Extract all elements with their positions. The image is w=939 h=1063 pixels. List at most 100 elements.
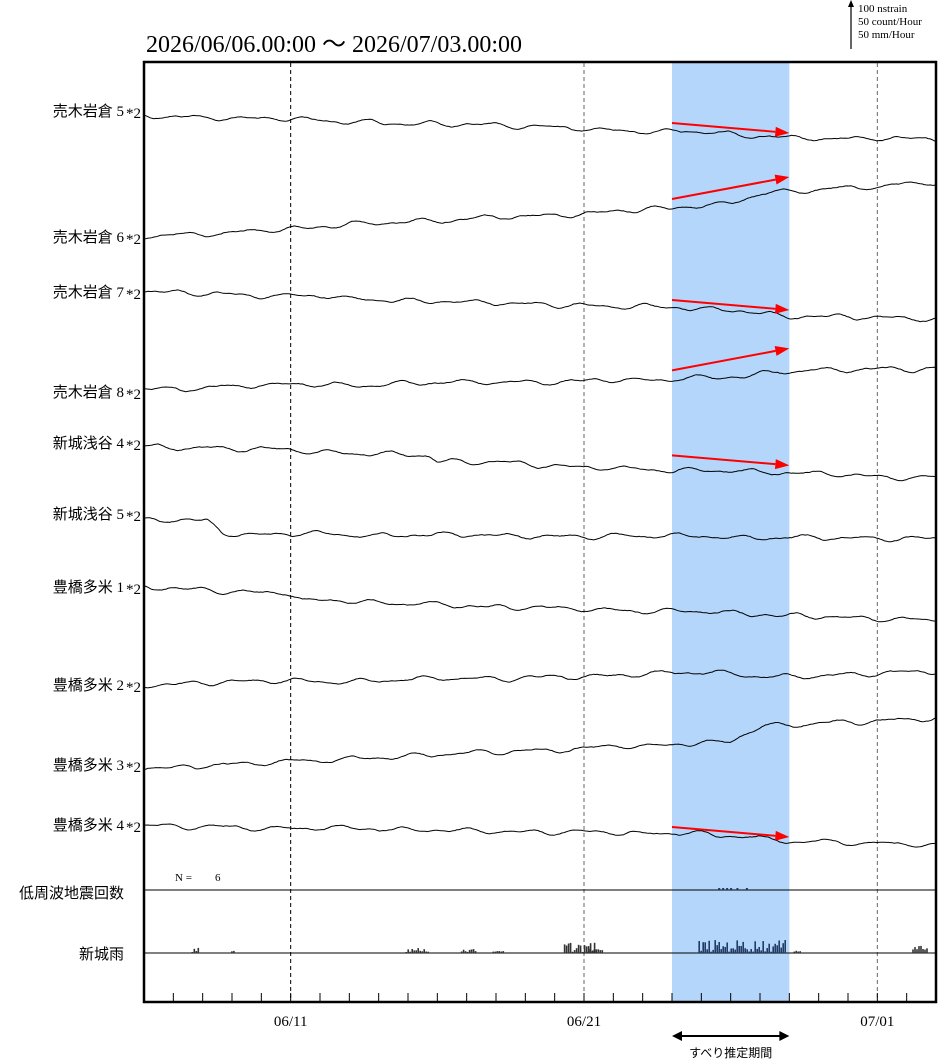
rain-bar xyxy=(758,947,760,953)
rain-bar xyxy=(752,951,754,953)
rain-bar xyxy=(720,949,722,953)
lfe-bar xyxy=(730,888,733,890)
slip-period-label: すべり推定期間 xyxy=(689,1045,772,1060)
station-label: 豊橋多米 1 xyxy=(53,579,124,596)
scale-text-rain: 50 mm/Hour xyxy=(858,29,915,41)
scale-text-count: 50 count/Hour xyxy=(858,16,922,28)
rain-bar xyxy=(768,943,770,953)
station-label-suffix: *2 xyxy=(126,287,141,303)
rain-bar xyxy=(730,948,732,953)
rain-bar xyxy=(191,952,194,953)
rain-bar xyxy=(728,951,730,953)
rain-panel: 新城雨 xyxy=(79,940,936,963)
rain-bar xyxy=(197,947,200,953)
rain-bar xyxy=(577,944,580,953)
rain-bar xyxy=(423,949,425,953)
station-label: 豊橋多米 3 xyxy=(53,757,124,774)
trend-arrow-shaft xyxy=(671,349,776,372)
scale-text-strain: 100 nstrain xyxy=(858,3,908,15)
rain-bar xyxy=(708,940,710,953)
rain-bar xyxy=(776,945,778,953)
rain-bar xyxy=(421,951,423,953)
strain-trace xyxy=(143,823,937,848)
rain-bar xyxy=(736,940,738,953)
date-gridlines xyxy=(290,63,878,1001)
lfe-panel-label: 低周波地震回数 xyxy=(19,885,124,902)
rain-bar xyxy=(409,951,411,953)
trend-arrow-head-icon xyxy=(774,126,790,137)
rain-bar xyxy=(772,946,774,953)
rain-bar xyxy=(912,949,914,953)
rain-bar xyxy=(774,943,776,953)
trend-arrow-shaft xyxy=(671,178,776,200)
rain-bar xyxy=(579,945,582,953)
station-label: 売木岩倉 5 xyxy=(53,103,124,120)
rain-bar xyxy=(726,942,728,953)
station-label-suffix: *2 xyxy=(126,760,141,776)
rain-bar xyxy=(732,948,734,953)
trend-arrow-shaft xyxy=(671,826,776,837)
rain-bar xyxy=(601,950,604,953)
rain-bar xyxy=(797,951,799,953)
rain-bar xyxy=(466,951,469,953)
rain-bar xyxy=(722,946,724,953)
rain-bar xyxy=(589,943,592,953)
rain-bar xyxy=(742,941,744,953)
rain-bar xyxy=(464,951,467,953)
rain-bar xyxy=(770,951,772,953)
rain-bar xyxy=(706,949,708,953)
station-label-suffix: *2 xyxy=(126,438,141,454)
trend-arrow-head-icon xyxy=(774,303,790,314)
rain-bar xyxy=(472,949,475,953)
rain-bar xyxy=(782,943,784,953)
lfe-count-label: N = xyxy=(175,872,192,884)
rain-bar xyxy=(924,949,926,953)
rain-bar xyxy=(563,944,566,953)
period-title: 2026/06/06.00:00 〜 2026/07/03.00:00 xyxy=(146,32,522,58)
station-label-suffix: *2 xyxy=(126,509,141,525)
rain-bar xyxy=(766,948,768,953)
rain-bar xyxy=(754,941,756,953)
rain-bar xyxy=(916,949,918,953)
rain-bar xyxy=(575,948,578,953)
x-tick-label: 06/21 xyxy=(567,1014,601,1030)
strain-trace xyxy=(143,443,937,482)
rain-bar xyxy=(193,948,196,953)
x-axis-ticks: 06/11 06/21 07/01 xyxy=(172,993,908,1030)
slip-period-band xyxy=(672,62,790,1002)
rain-bar xyxy=(599,950,602,953)
rain-bar xyxy=(417,948,419,953)
rain-bar xyxy=(712,949,714,953)
rain-bar xyxy=(419,950,421,953)
rain-bar xyxy=(462,949,465,953)
rain-bar xyxy=(565,945,568,953)
rain-bar xyxy=(502,951,505,953)
rain-bar xyxy=(413,950,415,953)
rain-bar xyxy=(778,940,780,953)
lfe-bar xyxy=(722,888,725,890)
rain-bar xyxy=(750,949,752,953)
rain-bar xyxy=(593,942,596,953)
lfe-bar xyxy=(718,888,721,890)
rain-bar xyxy=(597,949,600,953)
rain-bar xyxy=(710,951,712,953)
rain-bar xyxy=(460,951,463,953)
rain-bar xyxy=(714,940,716,953)
trend-arrow-head-icon xyxy=(774,830,790,841)
station-label: 売木岩倉 6 xyxy=(53,229,125,246)
rain-bar xyxy=(922,949,924,953)
rain-bar xyxy=(920,945,922,953)
rain-bar xyxy=(581,951,584,953)
rain-bar xyxy=(583,945,586,953)
strain-trace xyxy=(143,717,937,770)
station-label: 新城浅谷 4 xyxy=(53,435,125,452)
rain-bar xyxy=(918,946,920,953)
rain-bar xyxy=(585,946,588,953)
arrow-right-icon xyxy=(779,1031,790,1041)
x-tick-label: 06/11 xyxy=(274,1014,308,1030)
rain-bar xyxy=(231,951,233,953)
rain-bar xyxy=(760,950,762,953)
rain-bar xyxy=(407,949,409,953)
rain-bar xyxy=(762,941,764,953)
